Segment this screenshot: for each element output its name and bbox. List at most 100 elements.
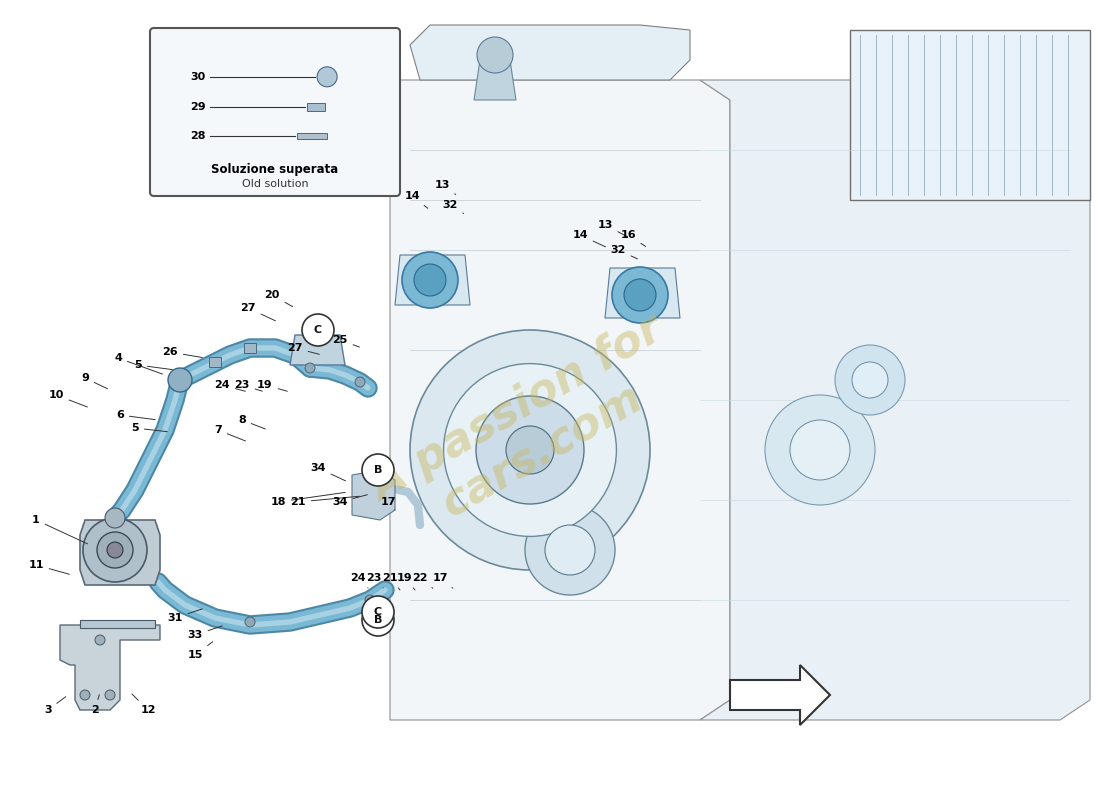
- Circle shape: [525, 505, 615, 595]
- Text: 17: 17: [381, 497, 396, 510]
- Text: C: C: [314, 325, 322, 335]
- FancyBboxPatch shape: [150, 28, 400, 196]
- Text: 4: 4: [114, 353, 163, 374]
- Polygon shape: [730, 665, 830, 725]
- Text: 34: 34: [332, 494, 367, 507]
- Text: 17: 17: [432, 573, 453, 588]
- Text: 15: 15: [187, 642, 212, 660]
- Text: 6: 6: [117, 410, 155, 420]
- Bar: [244, 343, 256, 353]
- Text: Old solution: Old solution: [242, 179, 308, 189]
- Text: B: B: [374, 615, 382, 625]
- Circle shape: [476, 396, 584, 504]
- Text: 19: 19: [257, 380, 287, 391]
- Text: 14: 14: [572, 230, 605, 247]
- Circle shape: [764, 395, 875, 505]
- Circle shape: [80, 690, 90, 700]
- Text: 11: 11: [29, 560, 69, 574]
- Text: 13: 13: [434, 180, 455, 194]
- Circle shape: [852, 362, 888, 398]
- Text: 9: 9: [81, 373, 108, 389]
- Circle shape: [107, 542, 123, 558]
- Text: 13: 13: [597, 220, 627, 237]
- Polygon shape: [395, 255, 470, 305]
- Text: 21: 21: [290, 496, 360, 507]
- Text: 27: 27: [240, 303, 275, 321]
- Bar: [209, 357, 221, 367]
- Text: 16: 16: [620, 230, 646, 246]
- Text: 29: 29: [189, 102, 206, 112]
- Text: 18: 18: [271, 492, 345, 507]
- Text: 22: 22: [412, 573, 432, 588]
- Text: 7: 7: [214, 425, 245, 441]
- Polygon shape: [60, 625, 160, 710]
- Text: 25: 25: [332, 335, 360, 347]
- Text: 8: 8: [238, 415, 265, 429]
- Circle shape: [402, 252, 458, 308]
- Polygon shape: [410, 25, 690, 80]
- Polygon shape: [352, 470, 395, 520]
- Circle shape: [317, 66, 337, 86]
- Text: 19: 19: [397, 573, 415, 590]
- Text: Soluzione superata: Soluzione superata: [211, 163, 339, 177]
- Circle shape: [305, 363, 315, 373]
- Text: B: B: [374, 465, 382, 475]
- Circle shape: [544, 525, 595, 575]
- Circle shape: [302, 314, 334, 346]
- Circle shape: [612, 267, 668, 323]
- Circle shape: [168, 368, 192, 392]
- Text: 3: 3: [44, 697, 66, 715]
- Circle shape: [362, 454, 394, 486]
- Circle shape: [245, 617, 255, 627]
- Circle shape: [362, 604, 394, 636]
- Text: 28: 28: [190, 131, 206, 141]
- Text: 33: 33: [187, 626, 222, 640]
- Text: 31: 31: [167, 609, 202, 623]
- Polygon shape: [605, 268, 680, 318]
- Circle shape: [410, 330, 650, 570]
- Circle shape: [82, 518, 147, 582]
- Circle shape: [304, 318, 328, 342]
- Text: 24: 24: [214, 380, 245, 391]
- Text: 21: 21: [383, 573, 400, 590]
- Polygon shape: [80, 520, 160, 585]
- Polygon shape: [290, 335, 345, 365]
- Circle shape: [624, 279, 656, 311]
- Text: 27: 27: [287, 343, 319, 354]
- Circle shape: [95, 635, 104, 645]
- Text: 30: 30: [190, 72, 206, 82]
- Circle shape: [790, 420, 850, 480]
- Polygon shape: [80, 620, 155, 628]
- Circle shape: [477, 37, 513, 73]
- Text: 20: 20: [264, 290, 293, 306]
- Polygon shape: [700, 80, 1090, 720]
- Text: 5: 5: [134, 360, 173, 370]
- Bar: [307, 103, 326, 111]
- Text: 14: 14: [404, 191, 428, 208]
- Text: 2: 2: [91, 694, 99, 715]
- Text: 12: 12: [132, 694, 156, 715]
- Text: 5: 5: [131, 423, 167, 433]
- Text: 32: 32: [610, 245, 638, 259]
- Circle shape: [355, 377, 365, 387]
- Text: 23: 23: [366, 573, 383, 588]
- Polygon shape: [390, 80, 730, 720]
- Circle shape: [97, 532, 133, 568]
- Circle shape: [506, 426, 554, 474]
- Circle shape: [414, 264, 446, 296]
- Bar: [297, 133, 327, 139]
- Text: 24: 24: [350, 573, 368, 588]
- Circle shape: [443, 363, 616, 536]
- Circle shape: [362, 596, 394, 628]
- Circle shape: [104, 508, 125, 528]
- Text: 26: 26: [162, 347, 202, 358]
- Circle shape: [104, 690, 116, 700]
- Text: 1: 1: [32, 515, 88, 544]
- Circle shape: [365, 595, 375, 605]
- Text: 32: 32: [442, 200, 463, 214]
- Polygon shape: [474, 60, 516, 100]
- Text: C: C: [374, 607, 382, 617]
- Circle shape: [835, 345, 905, 415]
- Text: 23: 23: [234, 380, 262, 391]
- Text: A passion for
cars.com: A passion for cars.com: [364, 307, 696, 553]
